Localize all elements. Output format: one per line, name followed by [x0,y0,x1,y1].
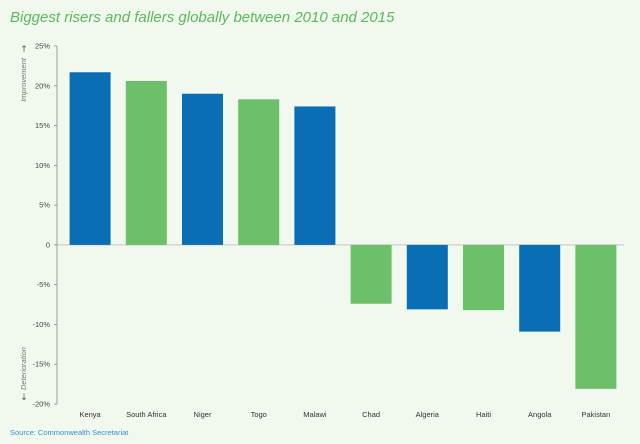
bar-togo [238,99,280,245]
y-tick-label: 25% [35,42,50,51]
category-label: Niger [194,410,212,419]
category-label: Pakistan [582,410,611,419]
y-tick-label: 10% [35,161,50,170]
bar-layer [69,72,617,389]
y-tick-label: -10% [32,320,50,329]
category-label: Chad [362,410,380,419]
category-label: Algeria [416,410,440,419]
category-label: Malawi [303,410,327,419]
bar-kenya [69,72,111,245]
y-tick-label: 20% [35,81,50,90]
bar-algeria [406,244,448,310]
y-tick-label: 15% [35,121,50,130]
bar-chad [350,244,392,304]
bar-south-africa [125,81,167,245]
category-label: Togo [251,410,267,419]
bar-angola [519,244,561,332]
y-tick-label: -15% [32,360,50,369]
y-tick-label: 0 [46,240,50,249]
bar-malawi [294,106,336,245]
y-tick-label: -5% [37,280,51,289]
category-label: South Africa [126,410,167,419]
bar-haiti [463,244,504,311]
up-arrow-icon: ↑ [20,45,28,55]
bar-niger [182,93,223,245]
category-label: Kenya [79,410,101,419]
source-note: Source: Commonwealth Secretariat [10,428,129,437]
label-layer: Kenya South Africa Niger Togo Malawi Chad Alge… [79,410,610,419]
down-arrow-icon: ↓ [20,393,28,403]
y-tick-label: -20% [32,400,50,409]
deterioration-label: Deterioration [19,347,28,390]
category-label: Angola [528,410,552,419]
chart-title: Biggest risers and fallers globally betw… [10,9,395,26]
category-label: Haiti [476,410,491,419]
y-tick-label: 5% [39,201,50,210]
bar-pakistan [575,244,617,389]
improvement-label: Improvement [19,57,28,102]
